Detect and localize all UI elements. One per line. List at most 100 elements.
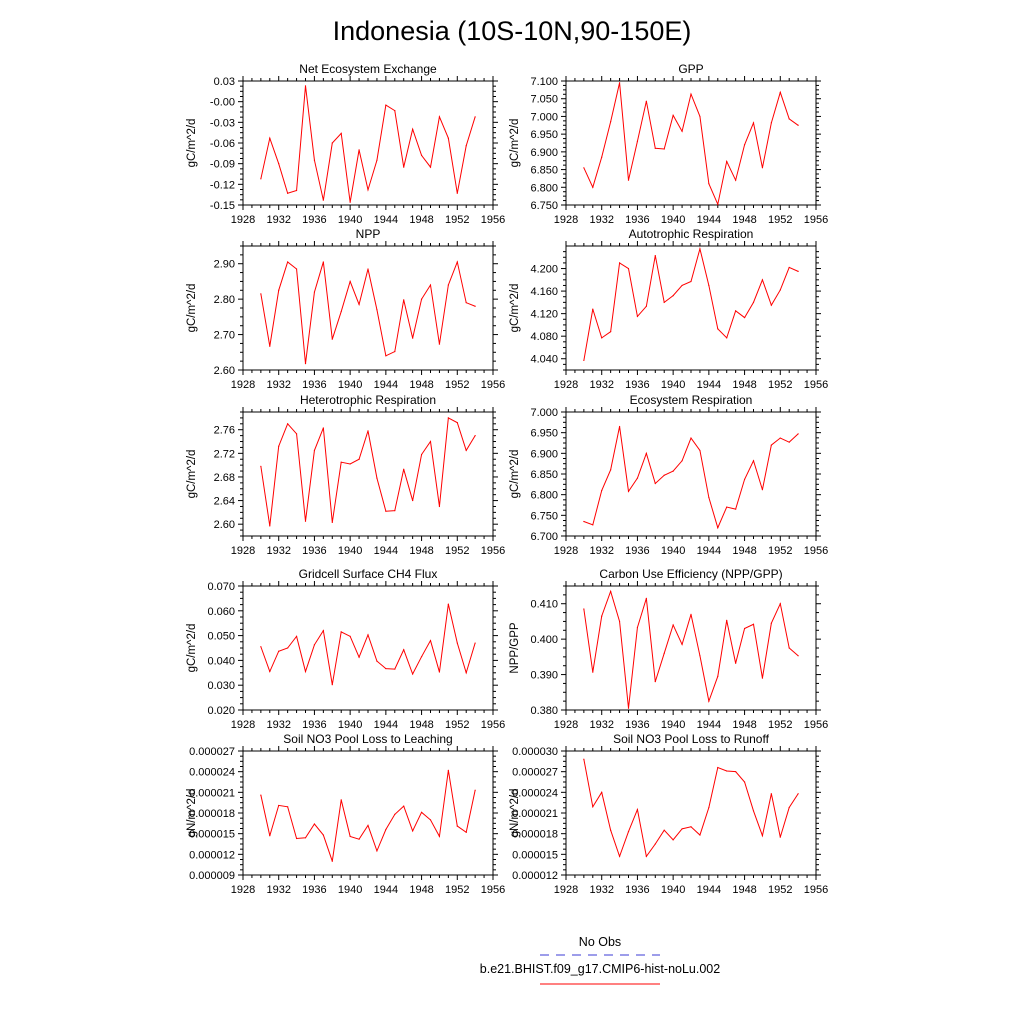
y-tick-label: 4.120 xyxy=(530,309,558,321)
y-tick-label: 2.70 xyxy=(214,330,235,342)
y-axis-label: gC/m^2/d xyxy=(186,119,198,168)
plot-frame xyxy=(242,585,494,711)
data-point xyxy=(672,114,674,116)
data-point xyxy=(592,806,594,808)
data-point xyxy=(797,270,799,272)
data-point xyxy=(376,850,378,852)
data-point xyxy=(269,835,271,837)
y-tick-label: 4.080 xyxy=(530,331,558,343)
data-point xyxy=(412,337,414,339)
data-point xyxy=(618,82,621,84)
data-point xyxy=(349,635,351,637)
data-point xyxy=(636,626,639,629)
data-point xyxy=(287,261,289,263)
data-point xyxy=(412,673,414,675)
y-tick-label: 4.040 xyxy=(530,354,558,366)
legend-model-label: b.e21.BHIST.f09_g17.CMIP6-hist-noLu.002 xyxy=(480,962,720,976)
y-tick-label: 0.000027 xyxy=(189,746,235,758)
panel-title: Soil NO3 Pool Loss to Runoff xyxy=(613,732,770,746)
y-tick-label: -0.09 xyxy=(210,159,235,171)
data-point xyxy=(708,700,710,702)
data-point xyxy=(349,280,351,283)
data-point xyxy=(708,183,710,185)
panel-title: Soil NO3 Pool Loss to Leaching xyxy=(283,732,452,746)
y-axis-label: gC/m^2/d xyxy=(186,450,198,499)
x-tick-label: 1944 xyxy=(697,379,721,391)
data-point xyxy=(735,179,737,181)
data-point xyxy=(447,137,449,139)
data-point xyxy=(322,834,324,836)
data-point xyxy=(349,463,351,465)
data-point xyxy=(627,490,630,492)
data-point xyxy=(474,642,476,644)
figure-title: Indonesia (10S-10N,90-150E) xyxy=(333,16,692,46)
y-tick-label: 0.020 xyxy=(207,705,235,717)
data-point xyxy=(304,85,307,87)
y-tick-label: 0.000015 xyxy=(189,829,235,841)
data-point xyxy=(295,837,298,840)
y-tick-label: 0.000024 xyxy=(189,767,235,779)
data-point xyxy=(278,804,280,807)
data-point xyxy=(376,309,378,311)
x-tick-label: 1948 xyxy=(409,214,433,226)
data-point xyxy=(429,440,432,443)
data-point xyxy=(340,631,342,633)
plot-frame xyxy=(242,245,494,371)
data-point xyxy=(761,167,764,169)
y-tick-label: 0.400 xyxy=(530,634,558,646)
x-tick-label: 1948 xyxy=(732,379,756,391)
data-point xyxy=(610,331,612,333)
x-tick-label: 1928 xyxy=(231,545,255,557)
data-point xyxy=(583,758,585,760)
data-point xyxy=(779,437,781,439)
panel-title: NPP xyxy=(356,227,381,241)
data-point xyxy=(601,615,603,617)
data-point xyxy=(420,298,423,300)
x-tick-label: 1928 xyxy=(554,884,578,896)
y-tick-label: 4.200 xyxy=(530,264,558,276)
data-point xyxy=(331,684,333,686)
series-line xyxy=(260,260,476,364)
x-tick-label: 1952 xyxy=(445,214,469,226)
data-point xyxy=(340,799,342,801)
data-point xyxy=(420,656,423,658)
data-point xyxy=(394,668,396,670)
data-point xyxy=(788,806,790,809)
data-point xyxy=(618,425,621,428)
data-point xyxy=(394,510,396,512)
y-tick-label: 0.000015 xyxy=(512,849,558,861)
data-point xyxy=(340,310,342,313)
series-line xyxy=(583,246,799,361)
data-point xyxy=(367,268,369,270)
data-point xyxy=(447,603,449,605)
data-point xyxy=(412,830,414,832)
x-tick-label: 1956 xyxy=(804,379,828,391)
x-tick-label: 1956 xyxy=(804,214,828,226)
data-point xyxy=(717,328,719,330)
data-point xyxy=(735,508,737,510)
x-tick-label: 1936 xyxy=(302,719,326,731)
x-tick-label: 1932 xyxy=(266,719,290,731)
data-point xyxy=(627,179,630,181)
x-tick-label: 1940 xyxy=(338,545,362,557)
data-point xyxy=(429,819,432,821)
data-point xyxy=(583,359,585,362)
data-point xyxy=(385,104,387,106)
data-point xyxy=(420,154,423,156)
data-point xyxy=(583,608,585,610)
panel-carbon-use-efficiency-npp-gpp: Carbon Use Efficiency (NPP/GPP) 1928 1932 1… xyxy=(509,567,828,731)
x-tick-label: 1944 xyxy=(374,379,398,391)
series-line xyxy=(260,603,476,685)
data-point xyxy=(788,441,790,443)
data-point xyxy=(358,303,360,306)
data-point xyxy=(403,805,405,807)
x-tick-label: 1940 xyxy=(661,214,685,226)
y-tick-label: 0.000018 xyxy=(512,829,558,841)
data-point xyxy=(322,199,324,201)
data-point xyxy=(295,433,298,435)
data-point xyxy=(322,261,324,263)
x-tick-label: 1956 xyxy=(481,719,505,731)
panel-title: Ecosystem Respiration xyxy=(630,393,753,407)
data-point xyxy=(287,806,289,808)
data-point xyxy=(287,423,289,425)
